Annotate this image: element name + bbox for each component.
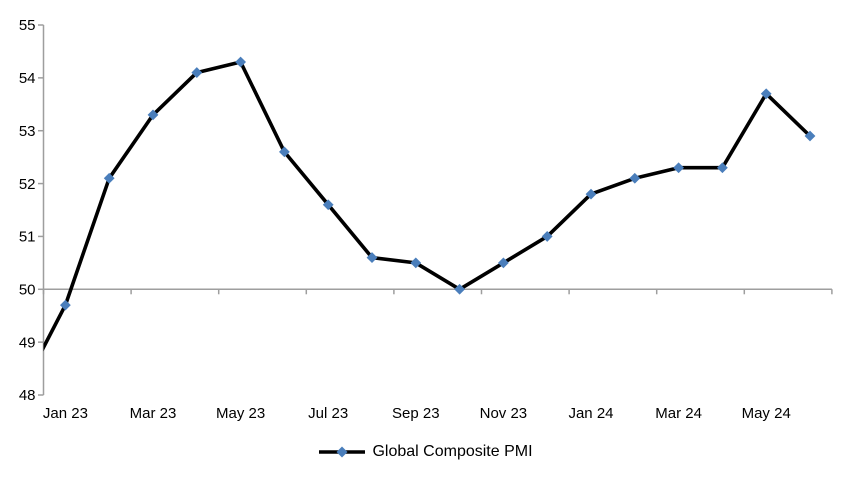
data-point-marker [147,109,159,121]
data-point-marker [279,146,290,158]
y-axis-label: 55 [19,17,36,34]
legend: Global Composite PMI [0,443,852,461]
data-point-marker [804,130,816,142]
data-point-marker [235,56,246,68]
y-axis-label: 51 [19,229,36,246]
x-axis-label: Nov 23 [480,405,528,422]
data-point-marker [454,283,465,295]
data-point-marker [585,188,597,200]
y-axis-label: 48 [19,387,36,404]
x-axis-label: Mar 24 [655,405,702,422]
data-point-marker [629,172,641,184]
x-axis-label: Jul 23 [308,405,348,422]
y-axis-label: 53 [19,123,36,140]
legend-line-marker-swatch [319,446,366,458]
legend-label: Global Composite PMI [372,443,533,460]
y-axis-label: 50 [19,281,36,298]
x-axis-label: Mar 23 [130,405,177,422]
x-axis-label: Sep 23 [392,405,440,422]
y-axis-label: 49 [19,334,36,351]
data-point-marker [60,299,71,311]
y-axis-label: 54 [19,70,36,87]
pmi-series-line [43,60,812,352]
data-point-marker [673,162,684,174]
x-axis-label: Jan 24 [568,405,613,422]
x-axis-label: May 24 [742,405,791,422]
x-axis-label: May 23 [216,405,265,422]
data-point-marker [717,162,728,174]
data-point-marker [541,231,553,242]
data-point-marker [760,88,772,100]
data-point-marker [103,172,115,184]
data-point-marker [498,257,509,269]
x-axis-label: Jan 23 [43,405,88,422]
data-point-marker [366,252,378,263]
y-axis-label: 52 [19,176,36,193]
data-point-marker [322,199,334,211]
data-point-marker [410,257,422,269]
legend-marker-icon [336,446,348,458]
data-point-marker [191,67,203,78]
